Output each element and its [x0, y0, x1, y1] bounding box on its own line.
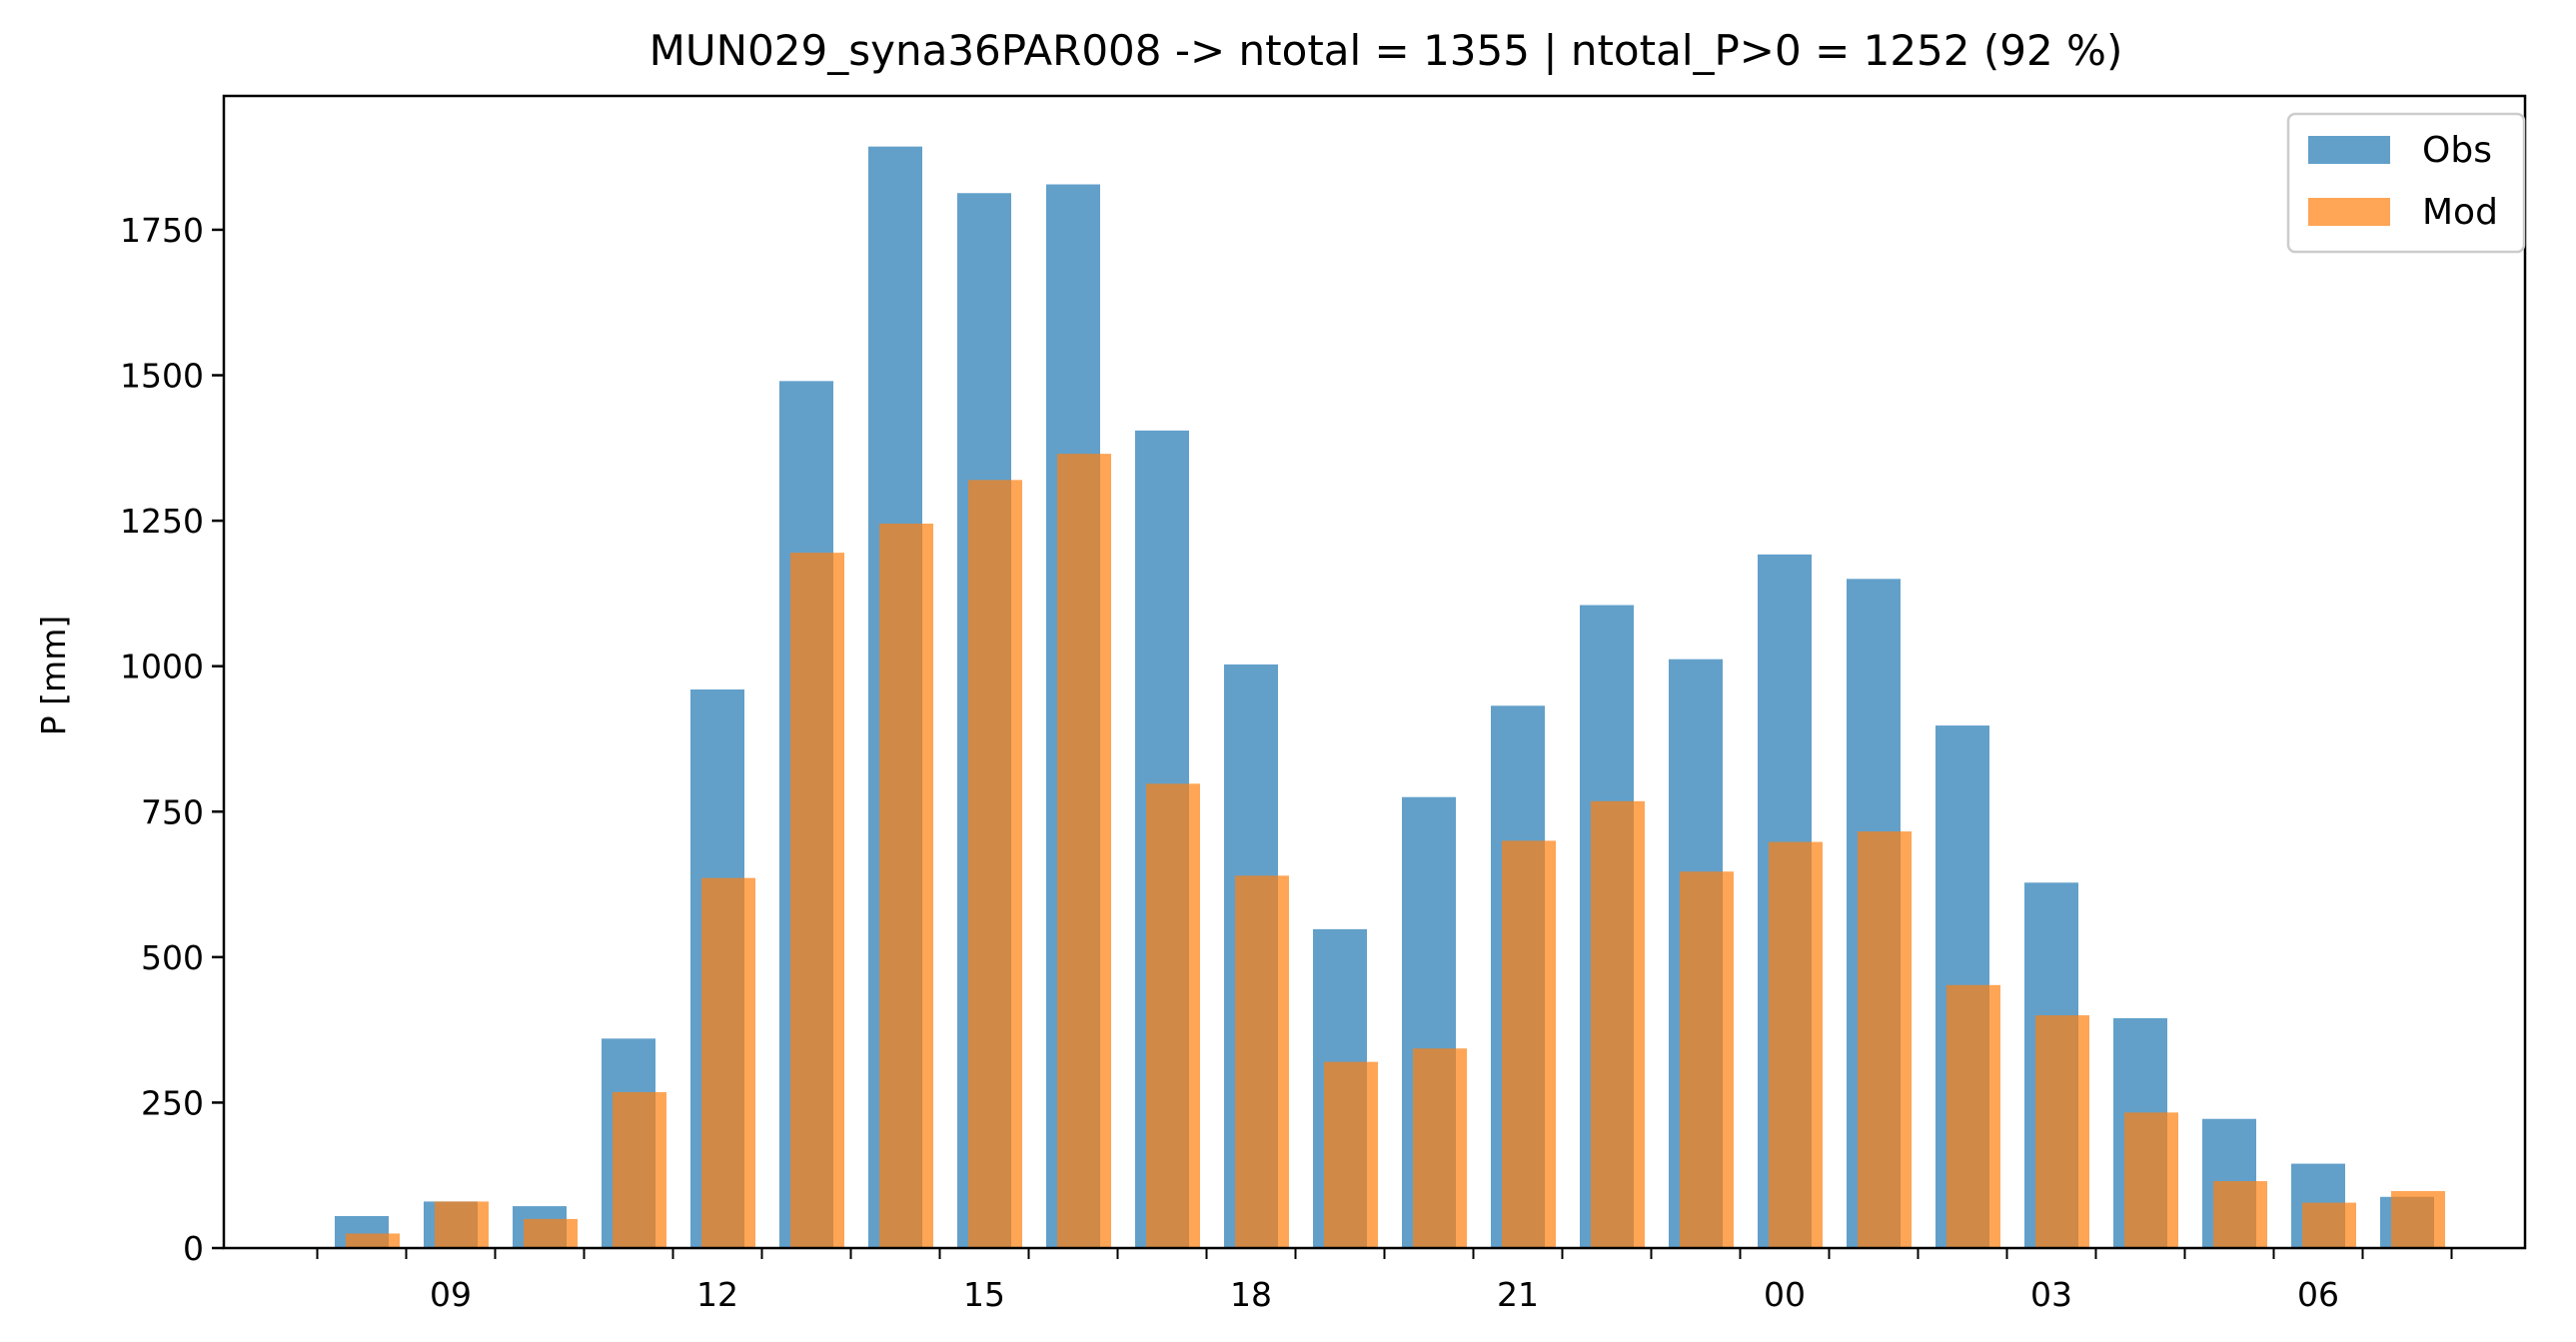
x-tick-label-06: 06: [2297, 1275, 2339, 1314]
x-tick-label-21: 21: [1497, 1275, 1539, 1314]
bar-mod-23: [1680, 871, 1734, 1248]
bar-mod-11: [613, 1091, 666, 1248]
bars-layer: [335, 146, 2445, 1249]
y-axis-label: P [mm]: [34, 616, 73, 735]
x-tick-label-09: 09: [430, 1275, 472, 1314]
x-tick-label-03: 03: [2030, 1275, 2072, 1314]
x-tick-label-12: 12: [696, 1275, 738, 1314]
chart-title: MUN029_syna36PAR008 -> ntotal = 1355 | n…: [649, 26, 2123, 75]
bar-mod-06: [2302, 1202, 2356, 1248]
legend-swatch-obs: [2308, 136, 2390, 164]
bar-mod-17: [1146, 783, 1200, 1248]
y-tick-label-250: 250: [141, 1083, 204, 1122]
bar-mod-05: [2213, 1181, 2267, 1248]
y-axis: 0 250 500 750 1000 1250 1500 1750: [120, 211, 224, 1268]
x-tick-label-15: 15: [963, 1275, 1005, 1314]
bar-mod-04: [2124, 1112, 2178, 1248]
bar-mod-12: [701, 877, 755, 1248]
bar-mod-01: [1858, 831, 1912, 1248]
bar-mod-14: [879, 524, 933, 1248]
bar-mod-13: [790, 553, 844, 1248]
plot-frame: [222, 94, 2527, 1250]
bar-mod-16: [1057, 454, 1111, 1248]
bar-mod-21: [1502, 840, 1556, 1248]
bar-mod-03: [2035, 1015, 2089, 1248]
bar-mod-02: [1946, 984, 2000, 1248]
y-tick-label-500: 500: [141, 938, 204, 977]
y-tick-label-0: 0: [183, 1229, 204, 1268]
bar-mod-00: [1769, 841, 1823, 1248]
y-tick-label-1750: 1750: [120, 211, 204, 250]
x-tick-label-00: 00: [1764, 1275, 1806, 1314]
x-axis: 09 12 15 18 21 00 03 06: [316, 1248, 2453, 1314]
bar-mod-19: [1324, 1061, 1378, 1248]
bar-mod-20: [1413, 1048, 1467, 1248]
bar-mod-22: [1591, 800, 1645, 1248]
bar-mod-18: [1235, 875, 1289, 1248]
y-tick-label-1500: 1500: [120, 357, 204, 396]
bar-mod-07: [2391, 1190, 2445, 1248]
bar-mod-10: [524, 1218, 578, 1248]
legend: Obs Mod: [2286, 112, 2526, 254]
y-tick-label-1250: 1250: [120, 502, 204, 541]
bar-mod-08: [346, 1233, 400, 1248]
x-tick-label-18: 18: [1230, 1275, 1272, 1314]
legend-swatch-mod: [2308, 198, 2390, 226]
bar-mod-09: [435, 1201, 489, 1248]
legend-label-mod: Mod: [2422, 192, 2498, 233]
y-tick-label-750: 750: [141, 792, 204, 831]
y-tick-label-1000: 1000: [120, 648, 204, 686]
legend-label-obs: Obs: [2422, 130, 2492, 171]
bar-mod-15: [968, 480, 1022, 1248]
